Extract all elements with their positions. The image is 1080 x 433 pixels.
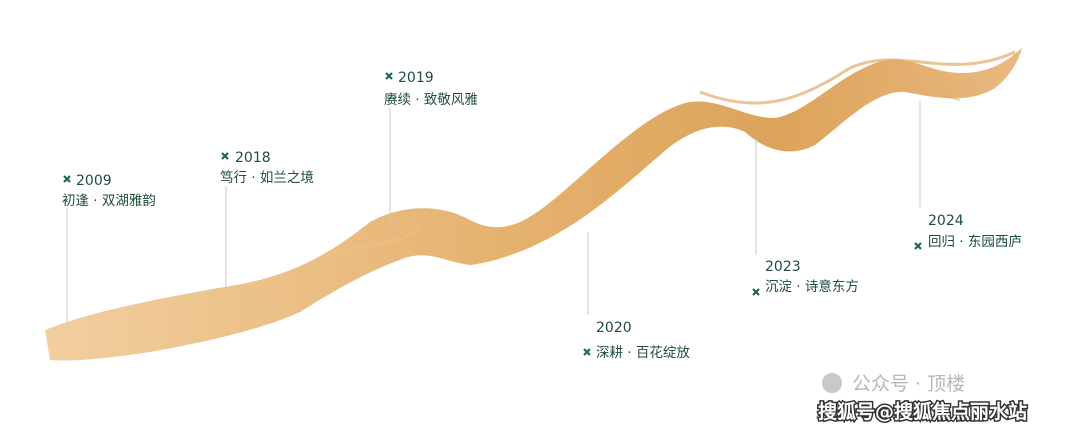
milestone-year: 2020 [596,320,632,336]
milestone-year: 2024 [928,213,964,229]
wechat-icon [822,373,842,393]
leader-lines [66,100,921,330]
milestone-year: 2023 [765,259,801,275]
marker [221,152,229,160]
milestone-label: 深耕 · 百花绽放 [596,344,690,361]
milestone-year: 2019 [398,70,434,86]
milestone-label: 沉淀 · 诗意东方 [765,278,859,295]
milestone-label: 初逢 · 双湖雅韵 [62,192,156,209]
marker [583,348,591,356]
milestones: 2009 初逢 · 双湖雅韵 2018 笃行 · 如兰之境 2019 赓续 · 致敬风雅 2… [62,70,1022,361]
marker [914,242,922,250]
milestone-year: 2009 [76,173,112,189]
marker [385,72,393,80]
milestone-year: 2018 [235,150,271,166]
marker [752,288,760,296]
marker [63,175,71,183]
milestone-label: 回归 · 东园西庐 [928,233,1022,250]
milestone-label: 笃行 · 如兰之境 [220,169,314,186]
brush-stroke [45,48,1022,361]
watermark-source: 搜狐号@搜狐焦点丽水站 [818,400,1027,423]
milestone-label: 赓续 · 致敬风雅 [384,92,478,108]
watermark: 公众号 · 顶楼 搜狐号@搜狐焦点丽水站 [817,373,1029,425]
watermark-account: 公众号 · 顶楼 [852,373,965,395]
